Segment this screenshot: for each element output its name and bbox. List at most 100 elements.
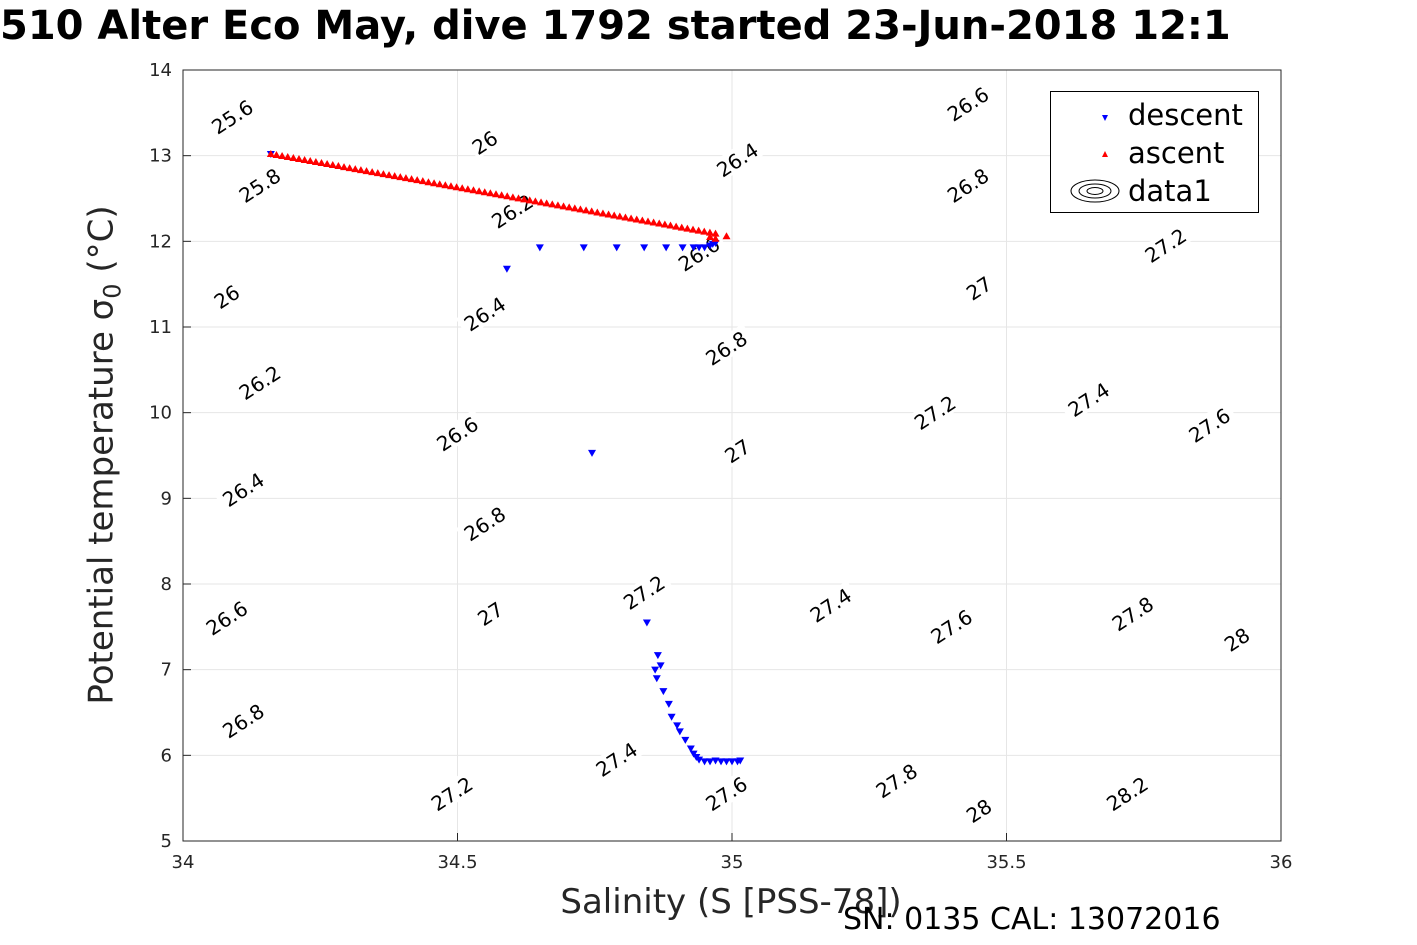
y-tick-label: 5 xyxy=(161,831,172,852)
ascent-point xyxy=(508,193,517,201)
y-axis-label-subscript: 0 xyxy=(98,283,127,299)
ascent-point xyxy=(441,181,450,189)
contour-label-bg xyxy=(422,769,481,817)
ascent-point xyxy=(463,185,472,193)
legend-item-ascent[interactable]: ascent xyxy=(1051,134,1258,172)
ascent-point xyxy=(643,217,652,225)
x-axis-ticks: 34 34.5 35 35.5 36 xyxy=(172,833,1293,873)
contour-label-bg xyxy=(905,387,964,436)
ascent-point xyxy=(278,151,287,159)
contour-label-bg xyxy=(938,79,997,128)
ascent-point xyxy=(323,160,332,168)
contour-label-bg xyxy=(483,186,541,235)
ascent-point xyxy=(458,184,467,192)
ascent-point xyxy=(430,179,439,187)
ascent-point xyxy=(610,211,619,219)
descent-point xyxy=(678,244,687,252)
ascent-point xyxy=(615,212,624,220)
ascent-point xyxy=(413,176,422,184)
ascent-point xyxy=(542,199,551,207)
ascent-point xyxy=(480,188,489,196)
ascent-point xyxy=(582,206,591,214)
descent-point xyxy=(667,713,676,721)
y-tick-label: 13 xyxy=(149,146,172,167)
descent-point xyxy=(695,244,704,252)
descent-point xyxy=(502,265,511,273)
descent-point xyxy=(717,758,726,766)
ascent-point xyxy=(401,174,410,182)
contour-label-bg xyxy=(1180,400,1238,449)
y-tick-label: 11 xyxy=(149,317,172,338)
x-tick-label: 35.5 xyxy=(986,852,1026,873)
x-tick-label: 36 xyxy=(1270,852,1293,873)
descent-point xyxy=(700,244,709,252)
ascent-point xyxy=(553,201,562,209)
ascent-point xyxy=(334,162,343,170)
descent-point xyxy=(588,449,597,457)
ascent-point xyxy=(340,163,349,171)
ascent-point xyxy=(362,167,371,175)
descent-point xyxy=(659,688,668,696)
ascent-point xyxy=(311,158,320,166)
ascent-point xyxy=(711,229,720,237)
y-axis-label: Potential temperature σ0 (°C) xyxy=(82,205,127,704)
data-points xyxy=(266,149,745,766)
ascent-point xyxy=(469,186,478,194)
ascent-point xyxy=(503,192,512,200)
contour-label-bg xyxy=(214,465,272,513)
ascent-point xyxy=(424,178,433,186)
contour-label-bg xyxy=(1098,769,1156,817)
ascent-point xyxy=(351,165,360,173)
ascent-point xyxy=(565,203,574,211)
ascent-point xyxy=(537,198,546,206)
ascent-point xyxy=(632,215,641,223)
contour-label-bg xyxy=(465,124,503,160)
ascent-point xyxy=(683,224,692,232)
y-tick-label: 7 xyxy=(161,660,172,681)
ascent-point xyxy=(390,172,399,180)
ascent-point xyxy=(638,216,647,224)
ascent-point xyxy=(525,196,534,204)
contour-label-bg xyxy=(697,769,755,817)
legend-item-descent[interactable]: descent xyxy=(1051,96,1258,134)
legend-item-data1[interactable]: data1 xyxy=(1051,172,1258,210)
descent-point xyxy=(706,758,715,766)
ascent-point xyxy=(452,183,461,191)
descent-point xyxy=(681,736,690,744)
ascent-point xyxy=(672,222,681,230)
ascent-point xyxy=(722,232,731,240)
descent-point xyxy=(612,244,621,252)
ascent-point xyxy=(418,177,427,185)
ascent-point xyxy=(294,154,303,162)
descent-point xyxy=(686,745,695,753)
contour-label-bg xyxy=(197,593,255,642)
ascent-point xyxy=(345,164,354,172)
ascent-point xyxy=(677,223,686,231)
contour-label-bg xyxy=(708,135,766,184)
ascent-point xyxy=(570,204,579,212)
contour-label-bg xyxy=(455,289,513,338)
ascent-point xyxy=(373,169,382,177)
ascent-point xyxy=(520,195,529,203)
ascent-point xyxy=(660,220,669,228)
contour-label-bg xyxy=(455,499,513,548)
descent-point xyxy=(535,244,544,252)
contour-label-bg xyxy=(1103,589,1161,638)
descent-point xyxy=(689,244,698,252)
ascent-point xyxy=(407,175,416,183)
ascent-point xyxy=(435,180,444,188)
legend[interactable]: descent ascent data1 xyxy=(1050,91,1259,213)
ascent-point xyxy=(694,226,703,234)
ascent-point xyxy=(559,202,568,210)
contour-label-bg xyxy=(959,792,998,828)
contour-label-bg xyxy=(615,567,673,616)
descent-point xyxy=(579,244,588,252)
x-tick-label: 35 xyxy=(721,852,744,873)
contour-label-bg xyxy=(1217,621,1256,657)
descent-point xyxy=(711,757,720,765)
ascent-point xyxy=(655,219,664,227)
ascent-point xyxy=(368,168,377,176)
contour-label-bg xyxy=(1059,375,1117,423)
contour-label-bg xyxy=(471,595,509,631)
ascent-point xyxy=(272,150,281,158)
